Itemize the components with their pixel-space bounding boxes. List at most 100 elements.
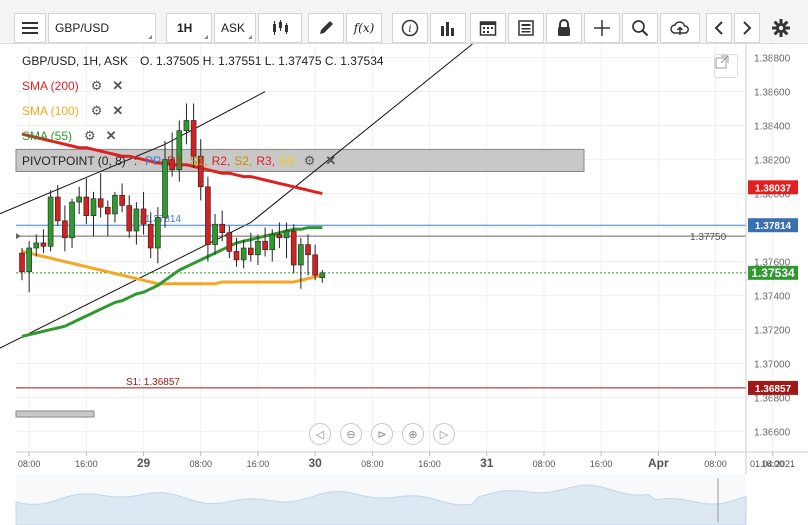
- channel-lower-line: [0, 44, 473, 349]
- pivot-item: S2,: [234, 154, 253, 168]
- lock-icon: [558, 19, 570, 36]
- candle-body: [233, 251, 240, 261]
- price-badge-label: 1.37814: [755, 221, 792, 232]
- pivot-items: PP, R1, S1, R2, S2, R3, S3: [141, 154, 294, 168]
- line-handle-icon: [16, 233, 21, 240]
- triangle-right-icon: ▷: [439, 428, 449, 441]
- zoom-out-icon: ⊖: [346, 428, 356, 441]
- price-badge: [748, 265, 798, 280]
- candle-body: [133, 208, 140, 232]
- indicator-sma200: SMA (200) ⚙ ✕: [22, 78, 123, 94]
- pivot-item: R3,: [256, 154, 276, 168]
- candle-body: [83, 196, 90, 217]
- candlestick-icon: [273, 20, 288, 35]
- price-side-label: ASK: [221, 21, 246, 35]
- cloud-upload-icon: [670, 21, 689, 35]
- candle-body: [47, 196, 54, 247]
- symbol-label: GBP/USD: [55, 21, 110, 35]
- close-icon[interactable]: ✕: [105, 128, 117, 143]
- candle-body: [197, 155, 204, 188]
- timeframe-select[interactable]: 1H: [166, 13, 212, 43]
- popout-button[interactable]: [714, 54, 738, 78]
- toolbar: GBP/USD 1H ASK f(x) i: [0, 0, 808, 44]
- indicator-label: SMA (200): [22, 79, 79, 93]
- chart-canvas[interactable]: 1.366001.368001.370001.372001.374001.376…: [0, 44, 808, 525]
- candle-body: [255, 240, 261, 256]
- indicator-sma100: SMA (100) ⚙ ✕: [22, 103, 123, 119]
- gear-icon[interactable]: ⚙: [90, 103, 103, 118]
- zoom-button[interactable]: [622, 13, 658, 43]
- info-button[interactable]: i: [392, 13, 428, 43]
- lock-button[interactable]: [546, 13, 582, 43]
- x-tick-label: 08:00: [533, 459, 556, 469]
- candle-body: [290, 230, 297, 266]
- pivot-label: PIVOTPOINT (0, 8): [22, 154, 126, 168]
- scroll-left-button[interactable]: [706, 13, 732, 43]
- zoom-in-icon: ⊕: [408, 428, 418, 441]
- price-badge: [748, 218, 798, 233]
- candle-body: [305, 244, 311, 256]
- close-icon[interactable]: ✕: [112, 103, 124, 118]
- candle-body: [90, 198, 97, 216]
- candle-body: [19, 252, 25, 273]
- volume-button[interactable]: [430, 13, 466, 43]
- candle-body: [276, 234, 283, 239]
- zoom-in-button[interactable]: ⊕: [402, 423, 424, 445]
- candle-body: [155, 217, 161, 249]
- menu-button[interactable]: [14, 13, 46, 43]
- chart-type-button[interactable]: [258, 13, 302, 43]
- price-badge: [748, 180, 798, 195]
- x-tick-label: 16:00: [75, 459, 98, 469]
- x-tick-label: 08:00: [18, 459, 41, 469]
- scroll-right-button[interactable]: [734, 13, 760, 43]
- pivot-item: S1,: [189, 154, 208, 168]
- x-tick-label: 30: [308, 456, 322, 470]
- indicators-button[interactable]: f(x): [346, 13, 382, 43]
- gear-icon[interactable]: ⚙: [84, 128, 96, 143]
- pivot-item: S3: [279, 154, 294, 168]
- candle-body: [205, 186, 211, 245]
- cloud-upload-button[interactable]: [660, 13, 700, 43]
- candle-body: [248, 247, 254, 256]
- gear-icon[interactable]: ⚙: [303, 153, 316, 168]
- candle-body: [69, 201, 75, 239]
- crosshair-button[interactable]: [584, 13, 620, 43]
- fx-label: f(x): [353, 21, 375, 35]
- chevron-left-icon: [714, 21, 723, 35]
- symbol-select[interactable]: GBP/USD: [48, 13, 156, 43]
- reset-view-button[interactable]: ⊳: [371, 423, 393, 445]
- calendar-icon: [479, 21, 497, 36]
- x-end-label: 01.04.2021: [750, 459, 795, 469]
- chevron-right-icon: [743, 21, 752, 35]
- support-zone: [15, 410, 95, 418]
- gear-icon[interactable]: ⚙: [90, 78, 103, 93]
- x-tick-label: 08:00: [704, 459, 727, 469]
- settings-button[interactable]: [764, 13, 798, 43]
- indicator-sma55: SMA (55) ⚙ ✕: [22, 128, 117, 144]
- candle-body: [169, 159, 175, 171]
- price-chart[interactable]: 1.36600 1.36800 1.37000 1.37200 1.37400 1.376…: [0, 44, 808, 525]
- x-tick-label: 08:00: [361, 459, 384, 469]
- news-icon: [518, 20, 534, 36]
- news-button[interactable]: [508, 13, 544, 43]
- candle-body: [97, 198, 104, 208]
- draw-tool-button[interactable]: [308, 13, 344, 43]
- close-icon[interactable]: ✕: [325, 153, 337, 168]
- timeframe-label: 1H: [177, 21, 193, 35]
- price-side-select[interactable]: ASK: [214, 13, 256, 43]
- zoom-out-button[interactable]: ⊖: [340, 423, 362, 445]
- plot-area: [16, 44, 746, 452]
- x-tick-label: 31: [480, 456, 494, 470]
- dropdown-caret-icon: [204, 35, 208, 39]
- pivot-item: PP,: [145, 154, 163, 168]
- x-tick-label: Apr: [648, 456, 669, 470]
- pivot-pp-label: PP: 1.37814: [126, 214, 181, 225]
- candle-body: [140, 208, 147, 225]
- close-icon[interactable]: ✕: [112, 78, 124, 93]
- nav-back-button[interactable]: ◁: [309, 423, 331, 445]
- reset-icon: ⊳: [377, 428, 387, 441]
- magnifier-icon: [632, 20, 649, 37]
- price-badge-label: 1.38037: [755, 183, 792, 194]
- nav-forward-button[interactable]: ▷: [433, 423, 455, 445]
- calendar-button[interactable]: [470, 13, 506, 43]
